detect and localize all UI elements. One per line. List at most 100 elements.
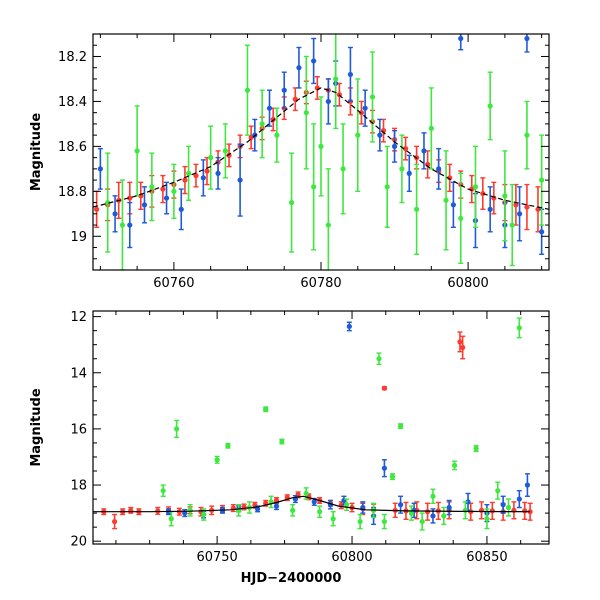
data-point [381, 385, 388, 391]
data-point [112, 195, 118, 233]
data-point [421, 132, 427, 170]
data-point [182, 165, 188, 195]
data-point [281, 71, 287, 109]
data-point [94, 190, 100, 228]
data-point [524, 100, 530, 170]
data-point [516, 489, 522, 509]
data-point [215, 156, 221, 190]
y-tick-label: 12 [70, 310, 87, 325]
model-curve [93, 495, 531, 513]
data-point [160, 174, 166, 204]
data-point [495, 481, 501, 500]
data-point [513, 183, 519, 226]
x-tick-label: 60850 [466, 550, 507, 565]
data-point [149, 152, 155, 222]
data-point [244, 44, 251, 136]
model-curve [93, 87, 549, 210]
data-point [325, 168, 331, 270]
x-tick-label: 60780 [300, 276, 341, 291]
series-2 [105, 34, 545, 270]
data-point [222, 123, 228, 179]
data-point [414, 163, 420, 255]
data-point [516, 186, 523, 242]
data-point [425, 150, 431, 179]
data-point [274, 107, 280, 163]
data-point [424, 502, 431, 521]
data-point [406, 154, 412, 193]
data-point [230, 503, 236, 513]
data-point [141, 186, 148, 224]
series-0 [94, 76, 541, 233]
data-point [402, 136, 409, 161]
y-tick-label: 19 [70, 230, 87, 245]
y-tick-label: 18 [70, 479, 87, 494]
data-point [259, 89, 265, 159]
x-tick-label: 60760 [153, 276, 194, 291]
data-point [458, 34, 464, 51]
data-point [460, 335, 466, 360]
data-point [381, 513, 388, 530]
data-point [524, 34, 530, 53]
data-point [389, 473, 396, 481]
y-axis-label: Magnitude [29, 113, 44, 192]
plot-frame [92, 310, 550, 545]
data-point [472, 145, 479, 228]
x-tick-label: 60750 [196, 550, 237, 565]
y-tick-label: 20 [70, 535, 87, 550]
data-point [288, 152, 295, 253]
data-point [457, 331, 463, 353]
data-point [97, 147, 103, 190]
plot-area [93, 317, 533, 531]
data-point [362, 89, 368, 127]
data-point [443, 150, 449, 251]
data-point [408, 505, 414, 521]
data-point [237, 143, 243, 217]
data-point [480, 177, 486, 211]
data-point [357, 513, 363, 530]
data-point [317, 505, 323, 519]
data-point [318, 96, 324, 197]
data-point [311, 123, 317, 251]
top-panel: 60760 60780 60800 18.2 18.4 18.6 18.8 19 Magnitu… [29, 33, 550, 291]
data-point [303, 55, 309, 170]
data-point [436, 147, 442, 190]
data-point [346, 321, 352, 332]
data-point [451, 460, 458, 471]
data-point [509, 183, 515, 267]
data-point [358, 100, 365, 125]
data-point [127, 201, 133, 249]
data-point [193, 163, 199, 188]
data-point [263, 406, 269, 413]
data-point [171, 163, 177, 220]
bottom-panel: 60750 60800 60850 12 14 16 18 20 Magnitude HJD−24… [29, 310, 550, 586]
y-tick-label: 18.6 [58, 140, 87, 155]
data-point [376, 352, 382, 366]
data-point [168, 511, 174, 527]
series-2 [160, 317, 522, 531]
data-point [105, 152, 111, 253]
data-point [489, 501, 495, 520]
data-point [484, 508, 490, 530]
data-point [384, 145, 390, 228]
y-tick-label: 18.8 [58, 185, 87, 200]
data-point [430, 488, 436, 504]
x-tick-label: 60800 [331, 550, 372, 565]
data-point [450, 181, 456, 228]
y-axis-label: Magnitude [29, 388, 44, 467]
y-tick-label: 18.4 [58, 95, 87, 110]
data-point [214, 455, 220, 464]
series-1 [97, 34, 545, 255]
data-point [186, 145, 192, 202]
data-point [290, 503, 296, 517]
data-point [511, 501, 517, 520]
x-axis-label: HJD−2400000 [241, 571, 342, 586]
data-point [527, 502, 533, 521]
data-point [419, 512, 425, 531]
data-point [539, 134, 545, 226]
data-point [524, 473, 531, 497]
data-point [163, 181, 170, 215]
data-point [487, 71, 493, 141]
data-point [208, 125, 214, 190]
data-point [248, 125, 254, 150]
